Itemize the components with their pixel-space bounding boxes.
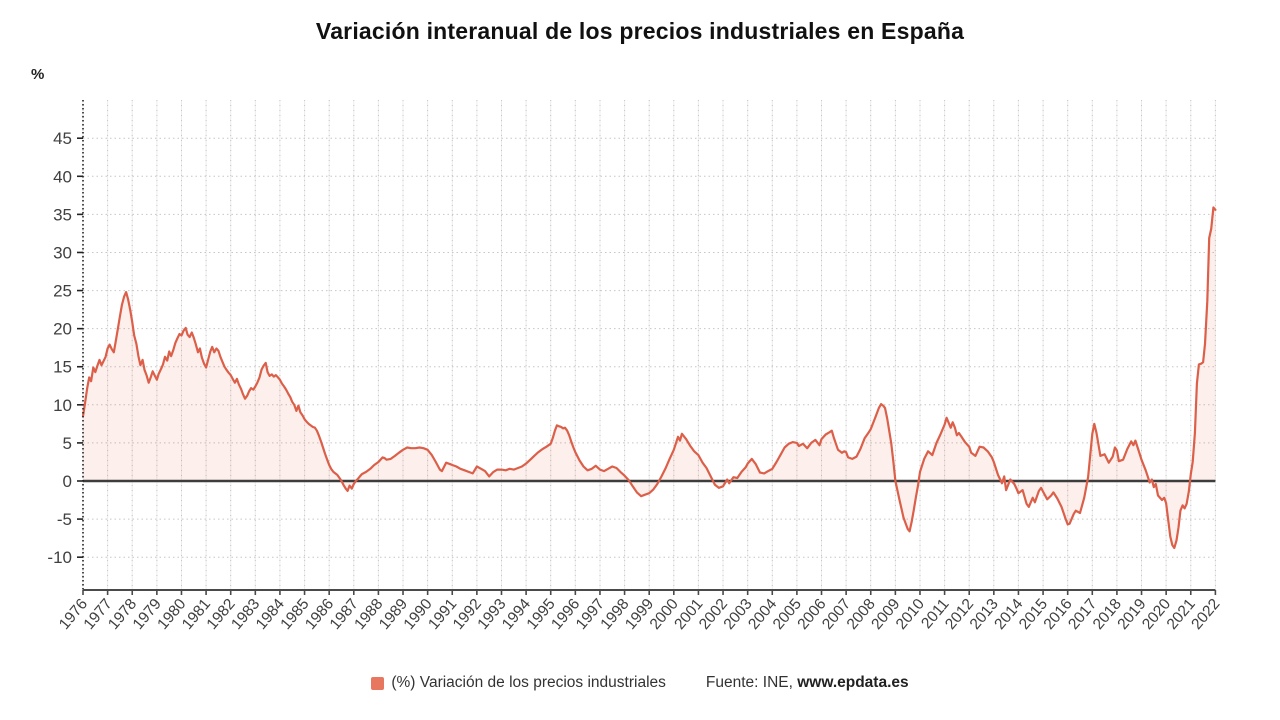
y-tick-label: 45 <box>53 129 72 148</box>
y-axis-unit-label: % <box>31 66 45 83</box>
legend-series-label: (%) Variación de los precios industriale… <box>391 674 666 691</box>
y-tick-label: 10 <box>53 396 72 415</box>
y-tick-label: 35 <box>53 205 72 224</box>
y-tick-label: 25 <box>53 282 72 301</box>
source-prefix: Fuente: INE, <box>705 674 798 691</box>
y-tick-label: -10 <box>47 548 72 567</box>
legend-item-series[interactable]: (%) Variación de los precios industriale… <box>371 674 666 692</box>
chart-legend: (%) Variación de los precios industriale… <box>0 674 1280 692</box>
y-tick-label: 40 <box>53 167 72 186</box>
source-note: Fuente: INE, www.epdata.es <box>706 674 909 692</box>
chart-title: Variación interanual de los precios indu… <box>315 18 965 44</box>
legend-swatch-icon <box>371 676 385 690</box>
y-tick-label: 20 <box>53 320 72 339</box>
series-line[interactable] <box>81 206 1217 550</box>
series-area <box>83 207 1216 548</box>
x-tick-label: 2022 <box>1188 596 1223 633</box>
y-tick-label: 0 <box>63 472 72 491</box>
source-link[interactable]: www.epdata.es <box>797 674 909 691</box>
y-tick-label: -5 <box>57 510 72 529</box>
y-tick-label: 5 <box>63 434 72 453</box>
y-tick-label: 15 <box>53 358 72 377</box>
y-tick-label: 30 <box>53 243 72 262</box>
chart-canvas: 454035302520151050-5-1019761977197819791… <box>47 100 1223 633</box>
